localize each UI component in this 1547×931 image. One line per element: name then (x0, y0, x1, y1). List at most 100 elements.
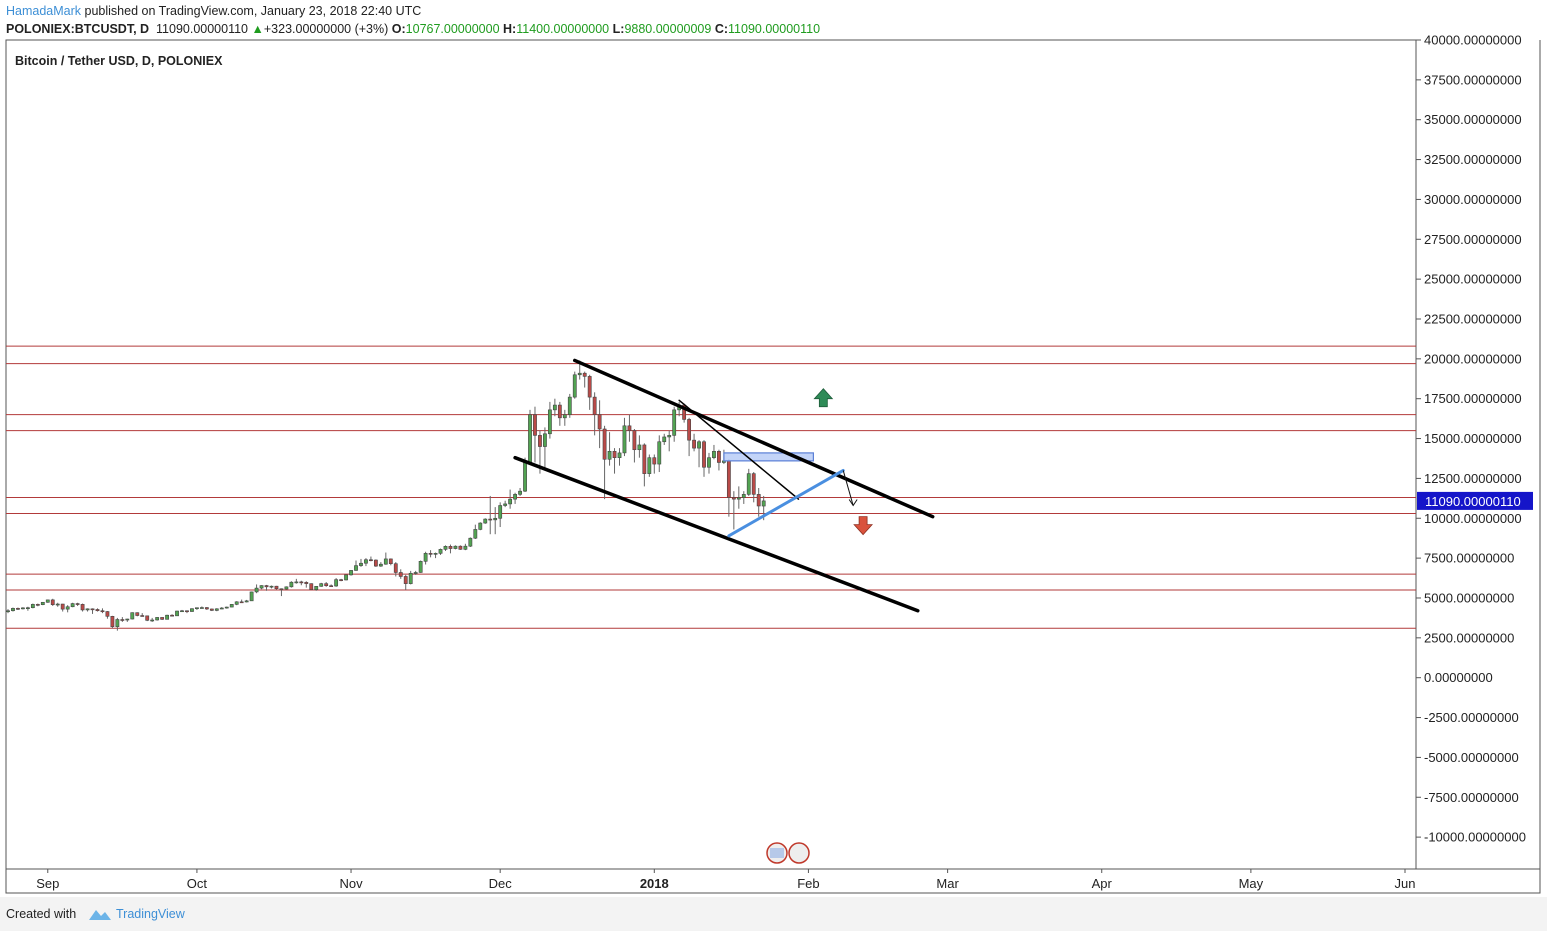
candle-body (667, 435, 672, 438)
time-tick-label: Jun (1395, 876, 1416, 891)
candle-body (587, 376, 592, 398)
candle-body (557, 404, 562, 419)
low-label: L: (612, 22, 625, 36)
candle-body (304, 582, 309, 584)
time-axis-labels: Sep Oct Nov Dec 2018 Feb Mar Apr May Jun (36, 869, 1415, 891)
close-value: 11090.00000110 (728, 22, 821, 36)
candle-body (195, 607, 199, 610)
chart-title: Bitcoin / Tether USD, D, POLONIEX (15, 54, 223, 68)
candle-body (513, 494, 517, 500)
candle-body (642, 444, 647, 474)
candle-body (349, 570, 353, 576)
time-axis[interactable] (5, 868, 1541, 894)
plot-area[interactable] (5, 39, 1417, 870)
author-link[interactable]: HamadaMark (6, 4, 82, 18)
candle-body (423, 553, 428, 562)
candle-body (254, 587, 259, 593)
candle-body (180, 610, 184, 613)
candle-body (214, 608, 219, 611)
candle-body (523, 462, 527, 492)
candle-body (538, 435, 542, 447)
candle-body (209, 608, 214, 611)
time-tick-label: Dec (489, 876, 513, 891)
price-tick-label: 25000.00000000 (1424, 272, 1522, 287)
tradingview-logo-icon (89, 910, 111, 920)
candle-body (359, 562, 363, 566)
candle-body (652, 457, 657, 465)
candle-body (602, 428, 607, 460)
price-tick-label: 30000.00000000 (1424, 192, 1522, 207)
candle-body (473, 529, 478, 539)
price-tick-label: 20000.00000000 (1424, 351, 1522, 366)
candle-body (45, 599, 50, 603)
candle-body (458, 545, 463, 550)
price-tick-label: 0.00000000 (1424, 670, 1493, 685)
price-tick-label: 15000.00000000 (1424, 431, 1522, 446)
candle-body (736, 497, 741, 500)
time-tick-label: Oct (187, 876, 208, 891)
candle-body (229, 604, 234, 608)
candle-body (234, 601, 239, 605)
price-chart[interactable]: Bitcoin / Tether USD, D, POLONIEX 40000.… (0, 0, 1547, 897)
price-tick-label: 12500.00000000 (1424, 471, 1522, 486)
candle-body (712, 451, 716, 458)
last-price-badge (1417, 491, 1533, 510)
price-axis[interactable]: 40000.00000000 37500.00000000 35000.000000… (1416, 33, 1526, 845)
candle-body (413, 572, 418, 574)
candle-body (746, 473, 751, 495)
candle-body (344, 574, 348, 581)
last-price: 11090.00000110 (156, 22, 249, 36)
candle-body (662, 436, 667, 443)
candle-body (468, 537, 473, 547)
candle-body (135, 612, 140, 616)
tradingview-brand[interactable]: TradingView (88, 903, 185, 925)
price-tick-label: -2500.00000000 (1424, 710, 1519, 725)
price-tick-label: -5000.00000000 (1424, 750, 1519, 765)
up-triangle-icon: ▲ (251, 22, 264, 36)
candle-body (612, 451, 617, 458)
price-tick-label: 17500.00000000 (1424, 391, 1522, 406)
candle-body (607, 451, 612, 460)
price-tick-label: -10000.00000000 (1424, 830, 1526, 845)
candle-body (274, 585, 279, 590)
candle-body (199, 607, 204, 609)
candle-body (70, 603, 75, 608)
price-tick-label: 7500.00000000 (1424, 551, 1514, 566)
low-value: 9880.00000009 (624, 22, 712, 36)
candle-body (299, 581, 304, 584)
candle-body (463, 545, 468, 550)
candle-body (448, 546, 453, 549)
high-label: H: (503, 22, 517, 36)
candle-body (567, 396, 572, 415)
candle-body (115, 619, 120, 627)
candle-body (21, 607, 25, 610)
close-label: C: (714, 22, 729, 36)
candle-body (702, 441, 706, 468)
time-tick-label: Feb (797, 876, 819, 891)
candle-body (239, 601, 244, 604)
time-tick-label: Apr (1092, 876, 1113, 891)
tv-watermark-icon (766, 842, 810, 864)
candle-body (289, 581, 294, 588)
candle-body (224, 606, 229, 609)
candle-body (60, 603, 65, 610)
candle-body (453, 545, 458, 549)
candle-body (269, 585, 274, 588)
candle-body (55, 603, 60, 606)
candle-body (533, 414, 537, 436)
candle-body (622, 425, 627, 454)
supply-zone (723, 452, 814, 462)
bullish-arrow-icon (813, 388, 834, 408)
candle-body (90, 608, 95, 611)
candle-body (284, 586, 289, 590)
candle-body (130, 612, 135, 620)
tradingview-link[interactable]: TradingView (116, 907, 185, 921)
candle-body (120, 619, 125, 621)
candle-body (383, 558, 388, 565)
time-tick-label: 2018 (640, 876, 669, 891)
candle-body (314, 586, 319, 590)
candle-body (244, 600, 249, 603)
candle-body (726, 460, 731, 498)
trend-line (513, 455, 920, 613)
candle-body (175, 610, 179, 617)
